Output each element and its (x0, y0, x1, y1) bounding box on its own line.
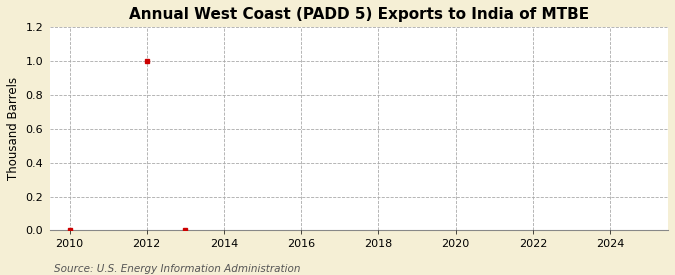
Text: Source: U.S. Energy Information Administration: Source: U.S. Energy Information Administ… (54, 264, 300, 274)
Y-axis label: Thousand Barrels: Thousand Barrels (7, 77, 20, 180)
Title: Annual West Coast (PADD 5) Exports to India of MTBE: Annual West Coast (PADD 5) Exports to In… (129, 7, 589, 22)
